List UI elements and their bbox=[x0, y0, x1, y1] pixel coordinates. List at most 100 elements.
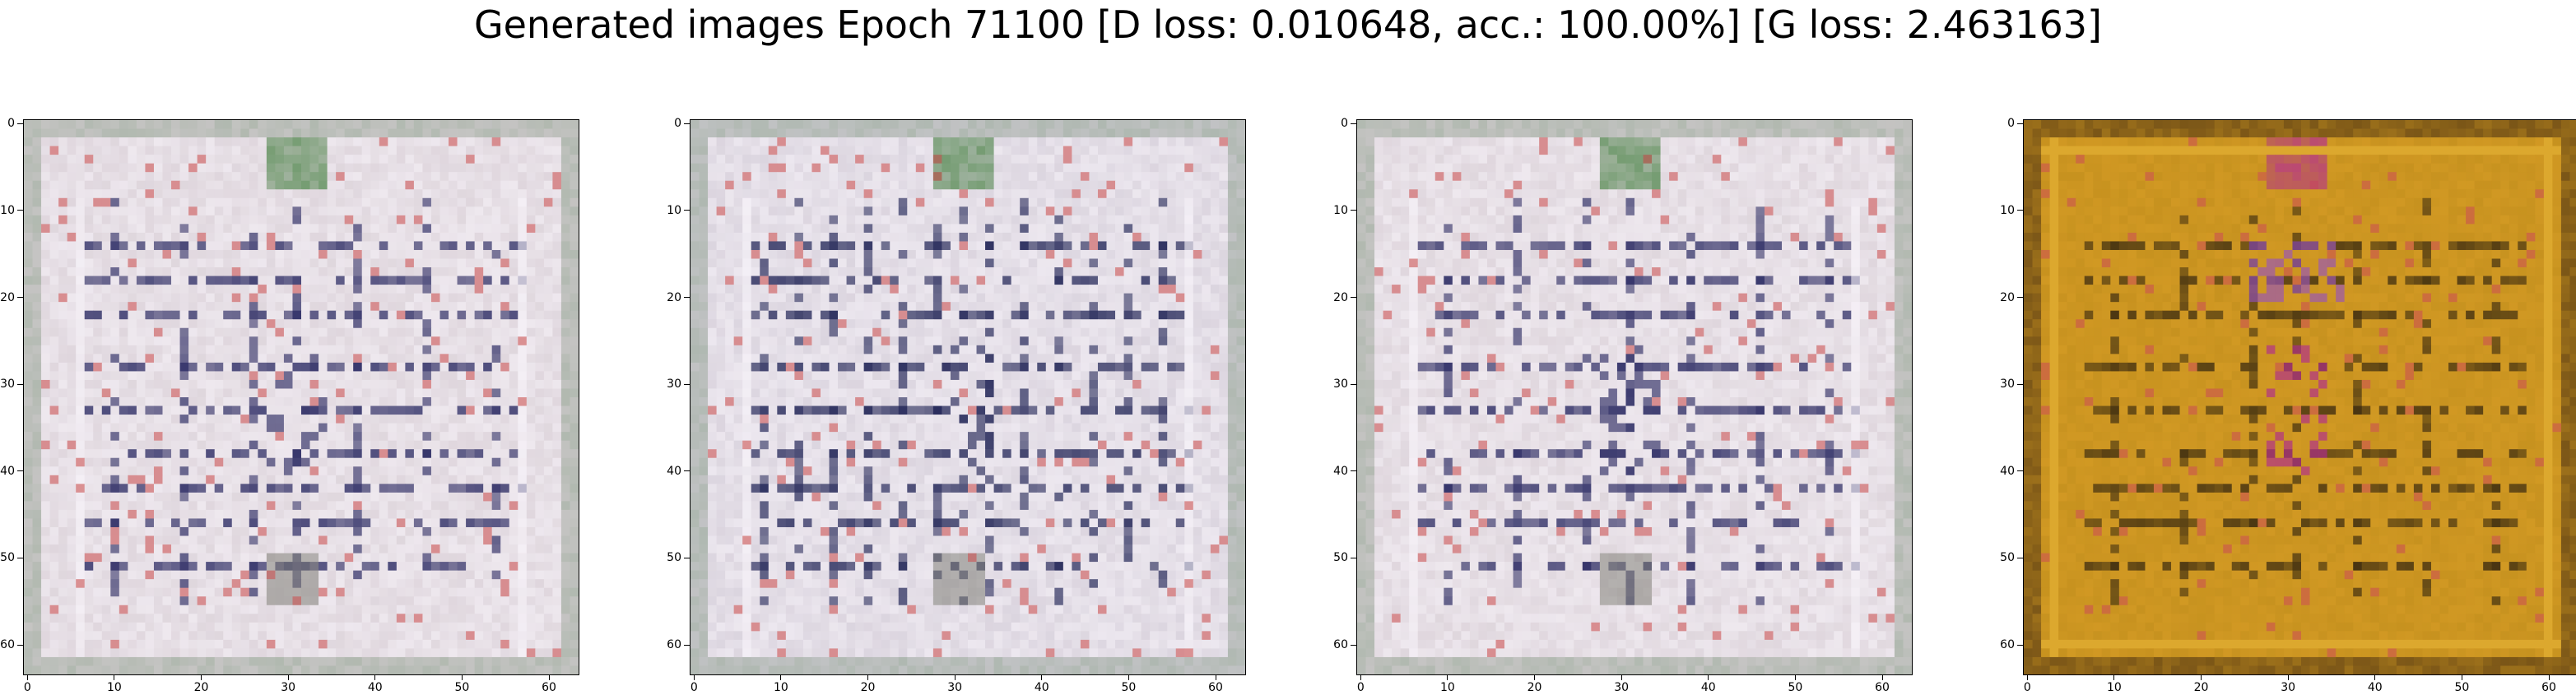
y-tick-label: 20 bbox=[1333, 290, 1348, 304]
y-tick-label: 30 bbox=[1333, 378, 1348, 392]
y-tick-label: 20 bbox=[667, 290, 681, 304]
pixel-grid bbox=[2024, 120, 2576, 674]
y-tick-mark bbox=[684, 297, 690, 299]
x-tick-label: 10 bbox=[2106, 681, 2122, 694]
y-tick-label: 60 bbox=[1333, 638, 1348, 652]
y-tick-mark bbox=[17, 297, 23, 299]
x-tick-mark bbox=[780, 675, 782, 680]
y-tick-label: 50 bbox=[667, 551, 681, 565]
pixel-grid bbox=[690, 120, 1245, 674]
x-tick-label: 10 bbox=[773, 681, 788, 694]
x-tick-mark bbox=[287, 675, 289, 680]
generated-image bbox=[1356, 119, 1913, 675]
y-tick-mark bbox=[17, 383, 23, 385]
y-tick-mark bbox=[17, 644, 23, 646]
x-tick-mark bbox=[461, 675, 463, 680]
generated-image bbox=[2023, 119, 2576, 675]
x-tick-label: 60 bbox=[542, 681, 556, 694]
y-tick-label: 10 bbox=[667, 203, 681, 217]
generated-image-panel-1: 0 0 10 10 20 20 30 30 40 40 50 50 60 60 bbox=[0, 118, 581, 693]
x-tick-mark bbox=[201, 675, 202, 680]
x-tick-mark bbox=[548, 675, 550, 680]
x-tick-label: 10 bbox=[1439, 681, 1455, 694]
y-tick-mark bbox=[17, 470, 23, 472]
y-tick-label: 60 bbox=[2000, 638, 2015, 652]
x-tick-mark bbox=[2374, 675, 2376, 680]
x-tick-label: 0 bbox=[23, 681, 31, 694]
y-tick-label: 20 bbox=[2000, 290, 2015, 304]
y-tick-label: 40 bbox=[0, 464, 15, 478]
y-tick-mark bbox=[17, 210, 23, 211]
x-tick-mark bbox=[954, 675, 956, 680]
y-tick-mark bbox=[2017, 123, 2023, 124]
y-tick-label: 10 bbox=[1333, 203, 1348, 217]
x-tick-label: 50 bbox=[2454, 681, 2470, 694]
x-tick-mark bbox=[2113, 675, 2115, 680]
x-tick-mark bbox=[693, 675, 695, 680]
x-tick-label: 20 bbox=[2193, 681, 2209, 694]
x-tick-label: 40 bbox=[367, 681, 383, 694]
pixel-grid bbox=[24, 120, 579, 674]
y-tick-label: 0 bbox=[674, 117, 681, 131]
x-tick-label: 40 bbox=[1034, 681, 1049, 694]
y-tick-label: 30 bbox=[0, 378, 15, 392]
x-tick-mark bbox=[1360, 675, 1361, 680]
generated-image bbox=[690, 119, 1246, 675]
x-tick-label: 30 bbox=[1614, 681, 1630, 694]
x-tick-label: 50 bbox=[1788, 681, 1803, 694]
x-tick-label: 20 bbox=[193, 681, 209, 694]
x-tick-label: 60 bbox=[1875, 681, 1890, 694]
y-tick-label: 10 bbox=[0, 203, 15, 217]
y-tick-mark bbox=[1351, 123, 1356, 124]
y-tick-mark bbox=[2017, 470, 2023, 472]
y-tick-mark bbox=[17, 123, 23, 124]
generated-image-panel-3: 0 0 10 10 20 20 30 30 40 40 50 50 60 60 bbox=[1333, 118, 1914, 693]
y-tick-mark bbox=[684, 123, 690, 124]
generated-image bbox=[23, 119, 579, 675]
x-tick-mark bbox=[2548, 675, 2550, 680]
x-tick-label: 30 bbox=[947, 681, 963, 694]
x-tick-label: 20 bbox=[1527, 681, 1542, 694]
y-tick-mark bbox=[1351, 210, 1356, 211]
x-tick-label: 60 bbox=[1208, 681, 1223, 694]
x-tick-mark bbox=[374, 675, 376, 680]
y-tick-label: 0 bbox=[2007, 117, 2015, 131]
generated-image-panel-2: 0 0 10 10 20 20 30 30 40 40 50 50 60 60 bbox=[667, 118, 1248, 693]
y-tick-mark bbox=[1351, 644, 1356, 646]
y-tick-mark bbox=[684, 470, 690, 472]
x-tick-label: 10 bbox=[106, 681, 122, 694]
y-tick-label: 30 bbox=[2000, 378, 2015, 392]
x-tick-label: 0 bbox=[2023, 681, 2031, 694]
x-tick-label: 20 bbox=[860, 681, 876, 694]
y-tick-mark bbox=[1351, 470, 1356, 472]
y-tick-label: 10 bbox=[2000, 203, 2015, 217]
y-tick-mark bbox=[1351, 297, 1356, 299]
x-tick-label: 0 bbox=[1356, 681, 1365, 694]
x-tick-label: 0 bbox=[690, 681, 698, 694]
y-tick-mark bbox=[2017, 297, 2023, 299]
y-tick-label: 40 bbox=[2000, 464, 2015, 478]
x-tick-mark bbox=[1128, 675, 1129, 680]
x-tick-mark bbox=[1708, 675, 1709, 680]
x-tick-mark bbox=[2201, 675, 2202, 680]
x-tick-mark bbox=[1447, 675, 1448, 680]
x-tick-label: 40 bbox=[1700, 681, 1716, 694]
y-tick-label: 50 bbox=[0, 551, 15, 565]
y-tick-mark bbox=[684, 210, 690, 211]
y-tick-label: 0 bbox=[7, 117, 15, 131]
x-tick-label: 30 bbox=[281, 681, 296, 694]
x-tick-label: 60 bbox=[2541, 681, 2556, 694]
y-tick-label: 20 bbox=[0, 290, 15, 304]
x-tick-mark bbox=[1041, 675, 1043, 680]
y-tick-label: 40 bbox=[1333, 464, 1348, 478]
figure-title: Generated images Epoch 71100 [D loss: 0.… bbox=[473, 2, 2103, 47]
y-tick-label: 60 bbox=[667, 638, 681, 652]
x-tick-label: 50 bbox=[454, 681, 470, 694]
y-tick-label: 0 bbox=[1341, 117, 1348, 131]
generated-image-panel-4: 0 0 10 10 20 20 30 30 40 40 50 50 60 60 bbox=[2000, 118, 2576, 693]
x-tick-label: 30 bbox=[2281, 681, 2296, 694]
y-tick-mark bbox=[2017, 383, 2023, 385]
y-tick-label: 60 bbox=[0, 638, 15, 652]
y-tick-mark bbox=[2017, 210, 2023, 211]
x-tick-mark bbox=[2026, 675, 2028, 680]
